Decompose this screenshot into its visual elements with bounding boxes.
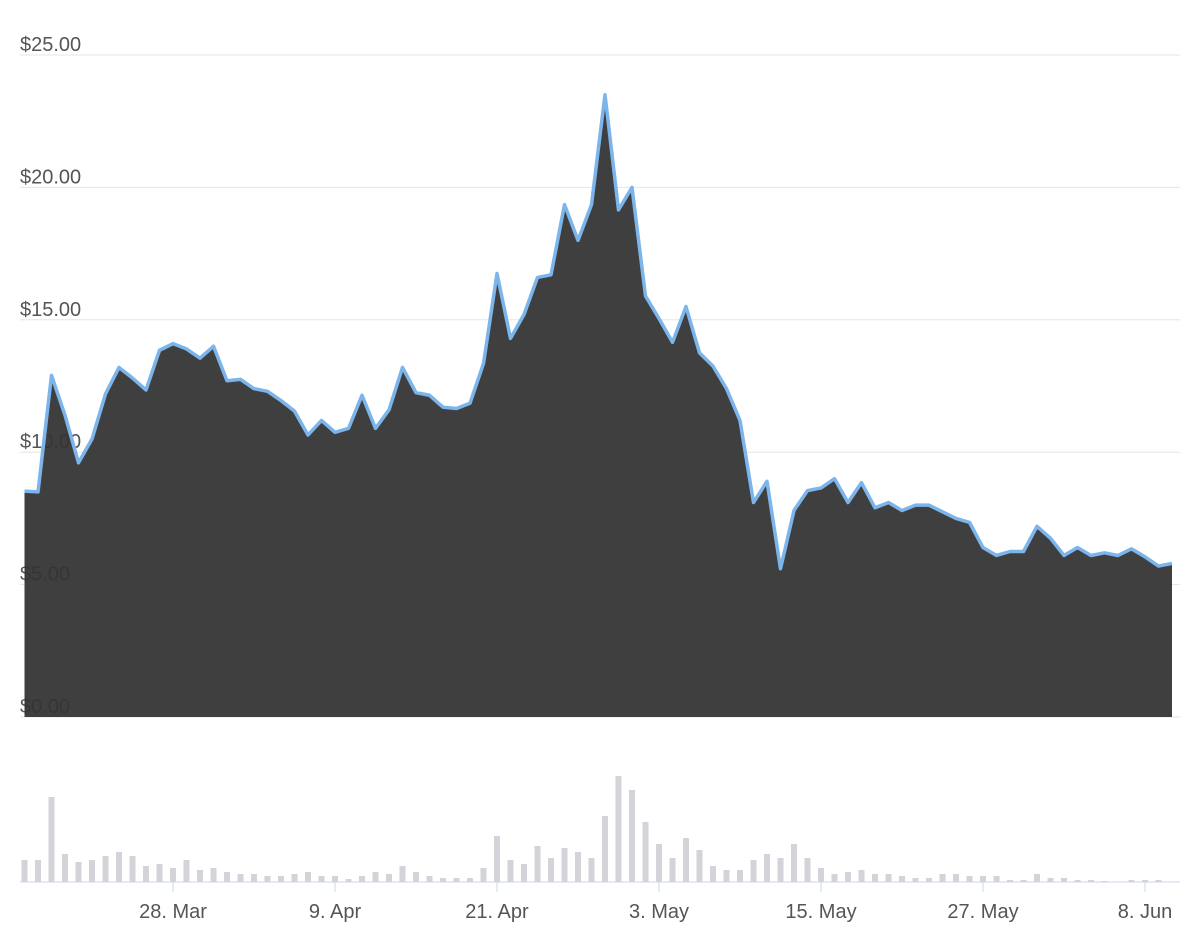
x-tick-label: 27. May [947, 901, 1018, 923]
volume-bar [534, 846, 541, 882]
volume-bar [521, 864, 527, 882]
volume-bar [332, 876, 338, 882]
volume-bar [1007, 880, 1013, 882]
volume-bar [926, 878, 932, 882]
volume-bar [1074, 880, 1081, 882]
volume-bar [453, 878, 460, 882]
volume-bar [980, 876, 986, 882]
volume-bar [1020, 880, 1027, 882]
volume-bar [966, 876, 973, 882]
volume-bar [939, 874, 946, 882]
volume-bar [102, 856, 109, 882]
volume-bar [872, 874, 878, 882]
volume-bar [224, 872, 230, 882]
volume-bar [264, 876, 271, 882]
volume-bar [602, 816, 608, 882]
x-tick-label: 9. Apr [309, 901, 362, 923]
volume-bar [35, 860, 41, 882]
volume-bar [291, 874, 298, 882]
volume-bar [399, 866, 406, 882]
volume-bar [710, 866, 716, 882]
volume-bar [750, 860, 757, 882]
volume-bar [899, 876, 905, 882]
volume-bar [345, 879, 352, 882]
volume-bar [116, 852, 122, 882]
volume-bar [561, 848, 568, 882]
volume-bar [1155, 880, 1162, 882]
volume-bar [318, 876, 325, 882]
volume-bar [1142, 880, 1148, 882]
volume-bar [359, 876, 365, 882]
price-line [24, 92, 1173, 571]
volume-bar [669, 858, 676, 882]
volume-bar [548, 858, 554, 882]
volume-bar [993, 876, 1000, 882]
volume-bar [251, 874, 257, 882]
volume-bar [737, 870, 743, 882]
volume-bar [1088, 880, 1094, 882]
volume-bar [494, 836, 500, 882]
volume-bar [818, 868, 824, 882]
volume-bar [885, 874, 892, 882]
volume-bar [21, 860, 28, 882]
volume-bar [1034, 874, 1040, 882]
volume-bar [237, 874, 244, 882]
volume-bar [804, 858, 811, 882]
volume-bar [372, 872, 379, 882]
volume-bar [426, 876, 433, 882]
volume-bar [210, 868, 217, 882]
volume-bar [507, 860, 514, 882]
price-area [24, 94, 1172, 718]
y-tick-label: $20.00 [20, 166, 81, 188]
volume-bar [197, 870, 203, 882]
volume-bar [683, 838, 689, 882]
volume-bar [278, 876, 284, 882]
volume-bar [440, 878, 446, 882]
volume-bar [629, 790, 635, 882]
volume-bar [696, 850, 703, 882]
volume-bar [89, 860, 95, 882]
x-tick-label: 21. Apr [465, 901, 529, 923]
x-tick-label: 28. Mar [139, 901, 207, 923]
volume-bar [1047, 878, 1054, 882]
volume-bar [615, 776, 622, 882]
volume-bar [831, 874, 838, 882]
volume-bar [48, 797, 55, 882]
volume-bar [75, 862, 82, 882]
volume-bar [143, 866, 149, 882]
volume-bar [386, 874, 392, 882]
volume-bar [1128, 880, 1135, 882]
volume-bar [656, 844, 662, 882]
volume-bar [791, 844, 797, 882]
volume-bar [588, 858, 595, 882]
volume-bar [764, 854, 770, 882]
x-tick-label: 15. May [785, 901, 856, 923]
volume-bar [912, 878, 919, 882]
volume-bar [305, 872, 311, 882]
y-tick-label: $15.00 [20, 299, 81, 321]
y-tick-label: $25.00 [20, 34, 81, 56]
volume-bar [156, 864, 163, 882]
x-tick-label: 8. Jun [1118, 901, 1172, 923]
volume-bar [777, 858, 784, 882]
x-tick-label: 3. May [629, 901, 689, 923]
volume-bar [129, 856, 136, 882]
volume-bar [1061, 878, 1067, 882]
volume-bar [723, 870, 730, 882]
volume-bar [845, 872, 851, 882]
volume-bar [858, 870, 865, 882]
volume-bar [480, 868, 487, 882]
volume-bar [413, 872, 419, 882]
volume-bar [170, 868, 176, 882]
volume-bar [467, 878, 473, 882]
volume-bar [575, 852, 581, 882]
volume-bar [953, 874, 959, 882]
volume-bar [183, 860, 190, 882]
volume-bar [642, 822, 649, 882]
volume-bar [62, 854, 68, 882]
